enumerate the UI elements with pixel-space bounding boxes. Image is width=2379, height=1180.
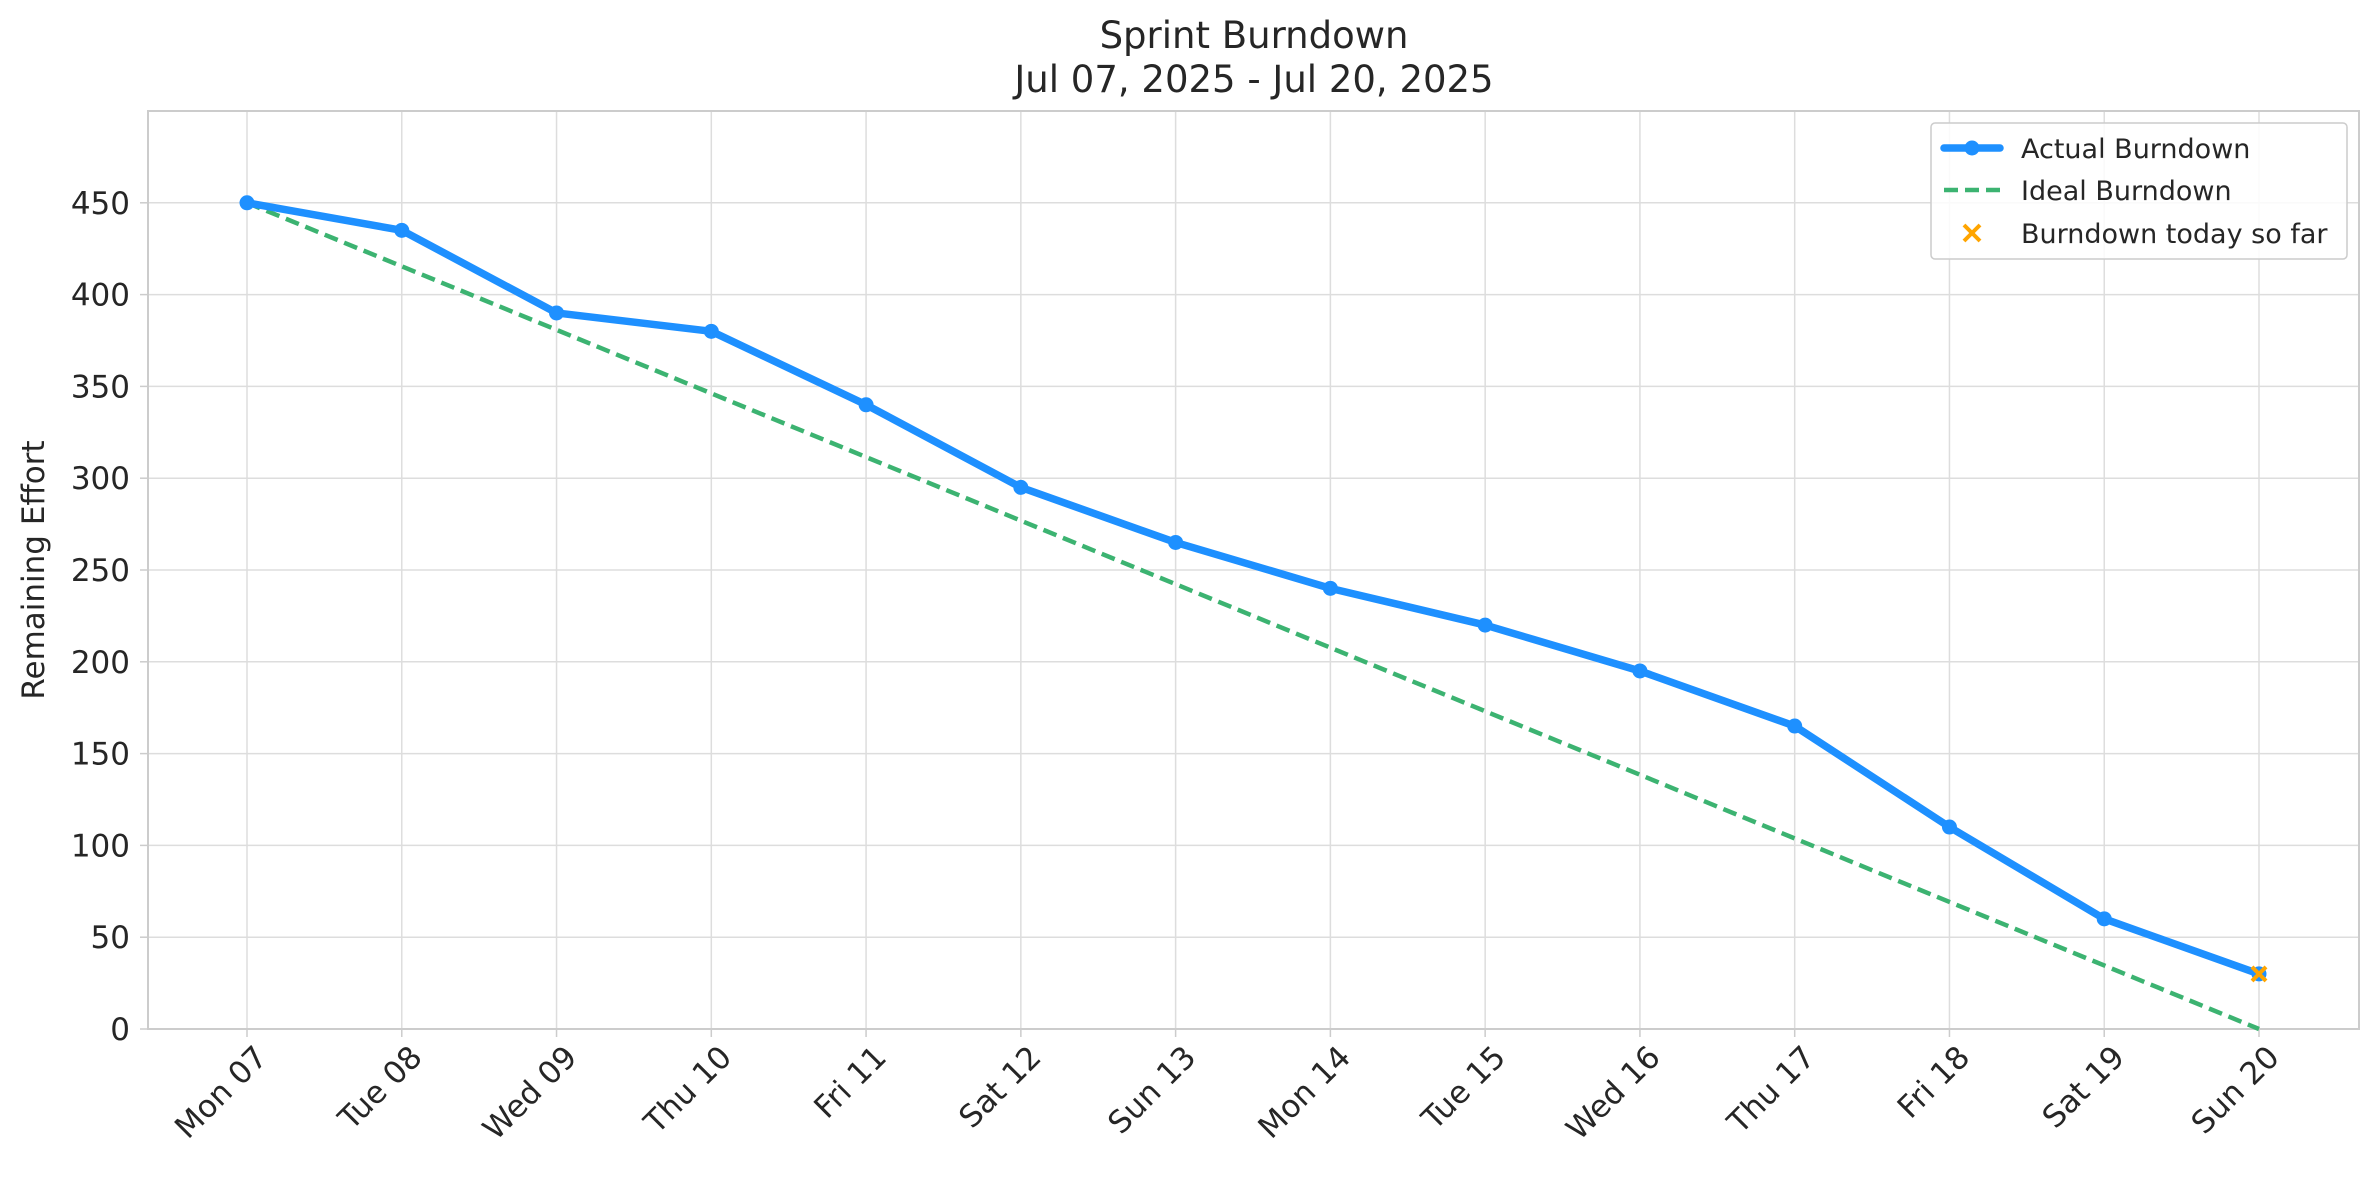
x-axis-ticks: Mon 07 Tue 08 Wed 09 Thu 10 Fri 11 Sat 12 Sun … xyxy=(168,1029,2287,1147)
series-layer xyxy=(239,195,2268,1032)
actual-burndown-point xyxy=(549,305,565,321)
y-tick-label: 350 xyxy=(71,369,130,405)
legend-box xyxy=(1930,122,2348,260)
chart-subtitle: Jul 07, 2025 - Jul 20, 2025 xyxy=(1012,58,1493,101)
ideal-burndown-line xyxy=(246,200,2260,1032)
actual-burndown-point xyxy=(858,397,874,413)
x-tick-label: Wed 16 xyxy=(1559,1039,1667,1147)
x-tick-label: Fri 18 xyxy=(1891,1039,1977,1125)
y-tick-label: 200 xyxy=(71,645,130,681)
y-tick-label: 450 xyxy=(71,186,130,222)
legend-today-swatch xyxy=(1962,223,1982,243)
actual-burndown-line xyxy=(243,199,2263,978)
grid-lines xyxy=(148,111,2359,1030)
actual-burndown-point xyxy=(703,323,719,339)
x-tick-label: Mon 14 xyxy=(1252,1039,1359,1146)
actual-burndown-point xyxy=(394,222,410,238)
x-tick-label: Wed 09 xyxy=(476,1039,584,1147)
actual-burndown-point xyxy=(1322,580,1338,596)
legend-today-label: Burndown today so far xyxy=(2021,219,2328,250)
legend-ideal-label: Ideal Burndown xyxy=(2021,176,2232,207)
today-marker xyxy=(2250,965,2268,983)
y-axis-ticks: 0 50 100 150 200 250 300 350 400 450 xyxy=(71,186,148,1048)
y-axis-label: Remaining Effort xyxy=(16,440,52,699)
x-tick-label: Sun 20 xyxy=(2185,1039,2287,1141)
x-tick-label: Sun 13 xyxy=(1101,1039,1203,1141)
x-tick-label: Fri 11 xyxy=(807,1039,893,1125)
y-tick-label: 50 xyxy=(91,920,130,956)
x-tick-label: Thu 17 xyxy=(1720,1039,1822,1141)
actual-burndown-point xyxy=(1477,617,1493,633)
actual-burndown-point xyxy=(1787,718,1803,734)
x-tick-label: Tue 08 xyxy=(331,1039,429,1137)
x-tick-label: Mon 07 xyxy=(168,1039,275,1146)
actual-burndown-point xyxy=(1168,534,1184,550)
x-tick-label: Thu 10 xyxy=(637,1039,739,1141)
actual-burndown-point xyxy=(2096,911,2112,927)
legend-actual-marker xyxy=(1964,140,1980,156)
chart-title: Sprint Burndown xyxy=(1100,14,1409,57)
y-tick-label: 300 xyxy=(71,461,130,497)
actual-burndown-point xyxy=(1013,479,1029,495)
y-tick-label: 250 xyxy=(71,553,130,589)
legend-actual-label: Actual Burndown xyxy=(2021,134,2250,165)
y-tick-label: 100 xyxy=(71,828,130,864)
actual-burndown-point xyxy=(239,195,255,211)
actual-burndown-point xyxy=(1632,663,1648,679)
today-marker-stroke xyxy=(2250,965,2268,983)
x-tick-label: Tue 15 xyxy=(1414,1039,1512,1137)
y-tick-label: 0 xyxy=(110,1012,130,1048)
actual-burndown-point xyxy=(1941,819,1957,835)
x-tick-label: Sat 19 xyxy=(2036,1039,2132,1135)
y-tick-label: 150 xyxy=(71,737,130,773)
legend: Actual Burndown Ideal Burndown Burndown to… xyxy=(1930,122,2348,260)
y-tick-label: 400 xyxy=(71,278,130,314)
x-tick-label: Sat 12 xyxy=(952,1039,1048,1135)
